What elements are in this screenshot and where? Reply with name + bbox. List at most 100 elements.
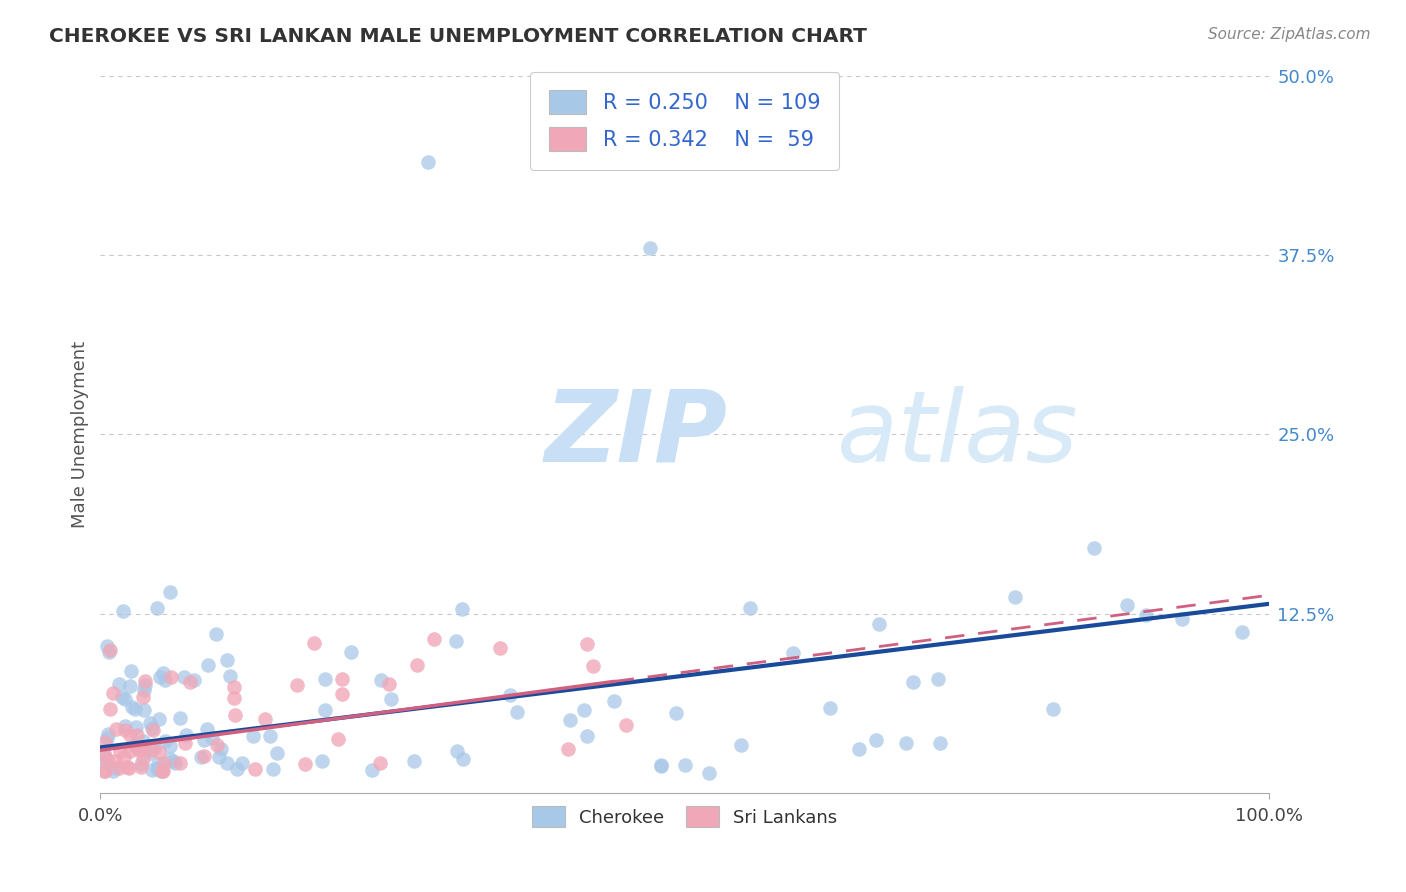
Point xyxy=(266,746,288,760)
Text: Source: ZipAtlas.com: Source: ZipAtlas.com xyxy=(1208,27,1371,42)
Point xyxy=(224,680,246,694)
Point xyxy=(145,763,167,777)
Point xyxy=(93,746,115,760)
Point xyxy=(96,640,118,654)
Point xyxy=(1004,591,1026,605)
Point xyxy=(929,736,952,750)
Point xyxy=(124,720,146,734)
Point xyxy=(927,672,949,686)
Point xyxy=(94,754,117,768)
Point xyxy=(141,763,163,777)
Point xyxy=(650,758,672,772)
Point xyxy=(665,706,688,720)
Point xyxy=(368,756,391,771)
Point xyxy=(134,678,156,692)
Point xyxy=(557,742,579,756)
Point xyxy=(173,736,195,750)
Point xyxy=(406,657,429,672)
Point xyxy=(207,739,229,753)
Point xyxy=(129,760,152,774)
Point xyxy=(215,756,238,770)
Point xyxy=(423,632,446,647)
Point xyxy=(506,705,529,719)
Point xyxy=(132,682,155,697)
Point xyxy=(243,762,266,776)
Point xyxy=(209,742,232,756)
Point xyxy=(242,730,264,744)
Point xyxy=(208,750,231,764)
Point xyxy=(103,764,125,779)
Point xyxy=(169,711,191,725)
Point xyxy=(94,734,117,748)
Point xyxy=(818,701,841,715)
Point xyxy=(163,756,186,770)
Point xyxy=(96,731,118,745)
Point xyxy=(173,670,195,684)
Point xyxy=(868,617,890,632)
Point xyxy=(141,721,163,735)
Point xyxy=(314,672,336,686)
Point xyxy=(139,747,162,761)
Point xyxy=(848,742,870,756)
Point xyxy=(159,670,181,684)
Point xyxy=(159,752,181,766)
Point xyxy=(112,750,135,764)
Point xyxy=(98,645,121,659)
Point xyxy=(101,686,124,700)
Point xyxy=(730,738,752,752)
Point xyxy=(107,761,129,775)
Point xyxy=(901,674,924,689)
Point xyxy=(129,756,152,771)
Point xyxy=(370,673,392,688)
Point xyxy=(339,645,361,659)
Point xyxy=(124,739,146,753)
Point xyxy=(115,760,138,774)
Point xyxy=(104,754,127,768)
Point xyxy=(193,749,215,764)
Point xyxy=(148,712,170,726)
Point xyxy=(155,734,177,748)
Point xyxy=(150,764,173,778)
Point xyxy=(93,764,115,778)
Point xyxy=(575,637,598,651)
Point xyxy=(262,762,284,776)
Point xyxy=(120,664,142,678)
Point xyxy=(132,703,155,717)
Point xyxy=(224,708,246,723)
Point xyxy=(159,585,181,599)
Point xyxy=(152,764,174,779)
Point xyxy=(446,744,468,758)
Point xyxy=(219,668,242,682)
Point xyxy=(1171,612,1194,626)
Point xyxy=(576,729,599,743)
Point xyxy=(98,642,121,657)
Point xyxy=(865,733,887,747)
Point xyxy=(105,722,128,736)
Point xyxy=(125,739,148,754)
Point xyxy=(380,691,402,706)
Point xyxy=(1230,624,1253,639)
Text: atlas: atlas xyxy=(837,386,1078,483)
Point xyxy=(602,694,624,708)
Point xyxy=(114,692,136,706)
Point xyxy=(132,741,155,756)
Point xyxy=(190,749,212,764)
Point xyxy=(96,752,118,766)
Point xyxy=(326,731,349,746)
Point xyxy=(114,723,136,738)
Point xyxy=(183,673,205,688)
Point xyxy=(499,688,522,702)
Point xyxy=(118,761,141,775)
Point xyxy=(451,752,474,766)
Point xyxy=(93,754,115,768)
Point xyxy=(201,731,224,746)
Text: ZIP: ZIP xyxy=(544,386,727,483)
Point xyxy=(120,728,142,742)
Point xyxy=(451,602,474,616)
Point xyxy=(1083,541,1105,555)
Point xyxy=(558,713,581,727)
Point xyxy=(174,728,197,742)
Point xyxy=(673,757,696,772)
Point xyxy=(121,700,143,714)
Text: CHEROKEE VS SRI LANKAN MALE UNEMPLOYMENT CORRELATION CHART: CHEROKEE VS SRI LANKAN MALE UNEMPLOYMENT… xyxy=(49,27,868,45)
